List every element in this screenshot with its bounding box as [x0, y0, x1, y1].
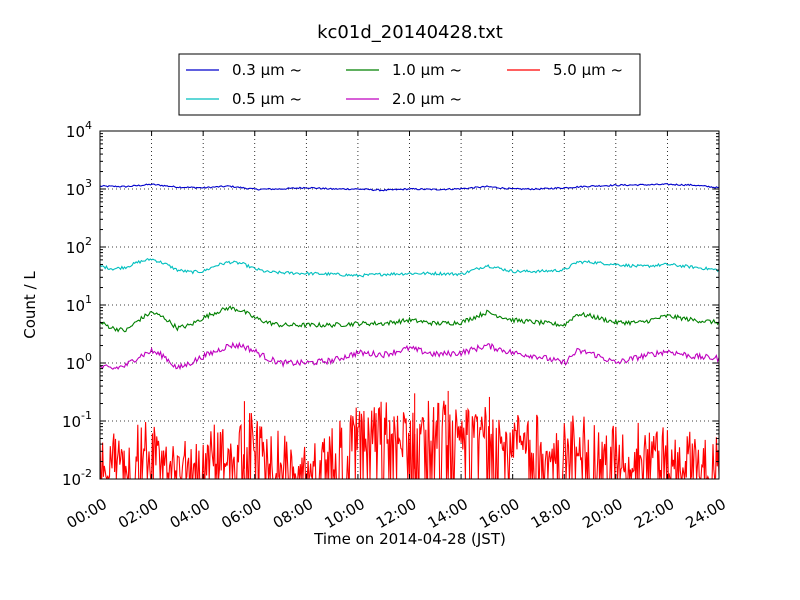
series-line: [100, 305, 719, 333]
y-tick-label: 10-2: [62, 467, 92, 489]
y-tick-label: 101: [66, 293, 92, 315]
legend: 0.3 μm ~ 0.5 μm ~ 1.0 μm ~ 2.0 μm ~ 5.0 μm ~: [178, 53, 641, 116]
y-tick-label: 103: [66, 177, 92, 199]
legend-label: 2.0 μm ~: [392, 90, 462, 108]
series-line: [100, 258, 719, 278]
x-axis-label: Time on 2014-04-28 (JST): [313, 530, 506, 548]
legend-label: 0.5 μm ~: [232, 90, 302, 108]
y-tick-label: 100: [66, 351, 92, 373]
legend-item: 2.0 μm ~: [346, 90, 462, 108]
legend-box: [178, 53, 641, 116]
series-line: [100, 183, 719, 192]
y-tick-labels: 10-2 10-1 100 101 102 103 104: [62, 119, 92, 489]
legend-items: 0.3 μm ~ 0.5 μm ~ 1.0 μm ~ 2.0 μm ~ 5.0 μm ~: [186, 61, 623, 108]
legend-item: 5.0 μm ~: [507, 61, 623, 79]
series-line: [100, 341, 719, 371]
series-line: [100, 400, 719, 479]
ticks: [99, 130, 720, 480]
legend-item: 1.0 μm ~: [346, 61, 462, 79]
legend-item: 0.3 μm ~: [186, 61, 302, 79]
y-axis-label: Count / L: [21, 271, 39, 339]
y-tick-label: 102: [66, 235, 92, 257]
chart-title: kc01d_20140428.txt: [317, 22, 503, 43]
plot-area: [99, 130, 720, 480]
y-tick-label: 10-1: [62, 409, 92, 431]
y-tick-label: 104: [66, 119, 92, 141]
legend-label: 5.0 μm ~: [553, 61, 623, 79]
legend-label: 0.3 μm ~: [232, 61, 302, 79]
series-layer: [100, 183, 719, 479]
legend-item: 0.5 μm ~: [186, 90, 302, 108]
legend-label: 1.0 μm ~: [392, 61, 462, 79]
